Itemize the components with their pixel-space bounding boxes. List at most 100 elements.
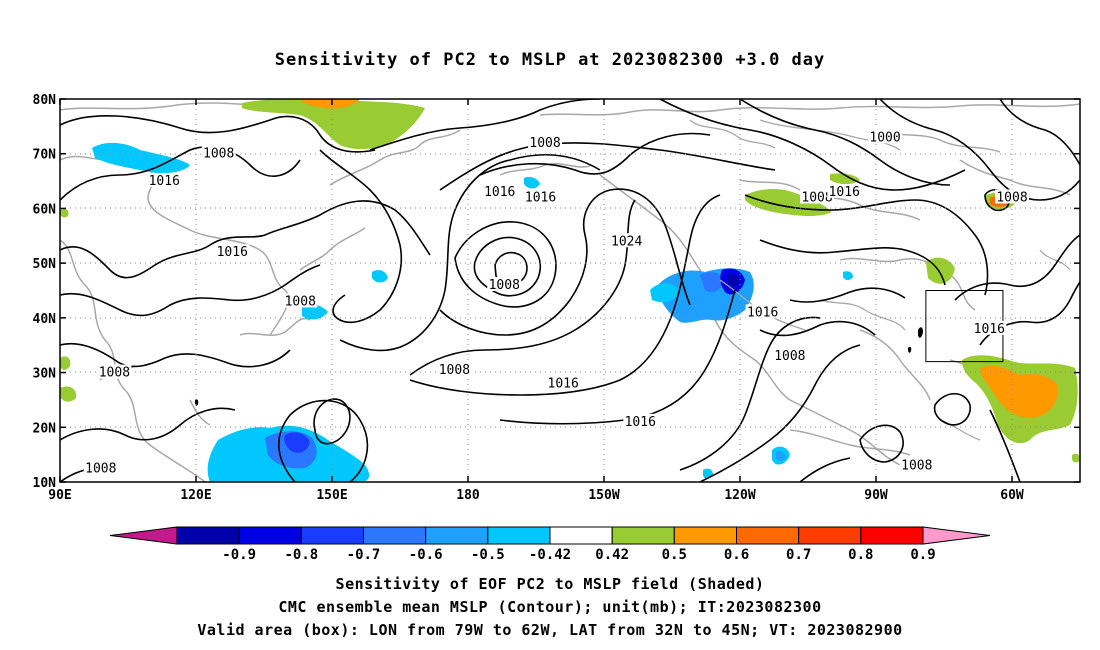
colorbar-segment (238, 526, 302, 545)
axis-ticks (59, 98, 1080, 483)
lon-label: 120E (180, 488, 211, 503)
lon-label: 60W (1000, 488, 1024, 503)
contour-label: 1016 (829, 185, 860, 200)
lon-label: 120W (724, 488, 755, 503)
lat-label: 20N (33, 421, 57, 436)
lat-label: 30N (33, 367, 57, 382)
colorbar-segment (549, 526, 613, 545)
colorbar-segment (300, 526, 365, 545)
contour-label-bg (487, 277, 522, 292)
contour-label: 1016 (625, 415, 656, 430)
contour-label-bg (215, 244, 250, 259)
colorbar-label: -0.7 (347, 547, 381, 563)
lon-label: 150W (588, 488, 619, 503)
contour-label-bg (609, 233, 644, 248)
contour-label-bg (528, 134, 563, 149)
contour-label-bg (827, 184, 862, 199)
lat-label: 70N (33, 148, 57, 163)
plot-title: Sensitivity of PC2 to MSLP at 2023082300… (274, 50, 826, 70)
colorbar-high-end (922, 526, 991, 545)
contour-label-bg (201, 145, 236, 160)
colorbar-segment (176, 526, 240, 545)
contour-label: 1008 (439, 363, 470, 378)
longitude-labels: 90E 120E 150E 180 150W 120W 90W 60W (48, 488, 1024, 503)
colorbar-segment (363, 526, 427, 545)
contour-labels: 1008101610161008101610081008100810161008… (83, 129, 1029, 476)
contour-label: 1008 (996, 190, 1027, 205)
lon-label: 150E (316, 488, 347, 503)
contour-label-bg (772, 348, 807, 363)
contour-label: 1008 (85, 461, 116, 476)
contour-label: 1000 (869, 130, 900, 145)
colorbar-segment (736, 526, 800, 545)
contour-label-bg (868, 129, 903, 144)
colorbar-label: 0.6 (724, 547, 749, 563)
contour-label: 1016 (548, 377, 579, 392)
contour-label: 1008 (801, 190, 832, 205)
lat-label: 50N (33, 257, 57, 272)
contour-label: 1016 (525, 190, 556, 205)
colorbar-segment (798, 526, 862, 545)
colorbar-label: 0.9 (910, 547, 935, 563)
sensitivity-shading (60, 99, 1080, 482)
colorbar-label: 0.7 (786, 547, 811, 563)
contour-label-bg (623, 413, 658, 428)
colorbar-segment (425, 526, 489, 545)
footer-line-3: Valid area (box): LON from 79W to 62W, L… (197, 621, 903, 639)
contour-label-bg (995, 189, 1029, 204)
contour-label-bg (97, 364, 132, 379)
colorbar-label: 0.5 (662, 547, 687, 563)
footer-line-1: Sensitivity of EOF PC2 to MSLP field (Sh… (335, 575, 765, 593)
colorbar-segment (673, 526, 737, 545)
map-background (60, 99, 1080, 482)
contour-label: 1008 (489, 278, 520, 293)
contour-label: 1008 (99, 366, 130, 381)
contour-label-bg (745, 304, 780, 319)
lon-label: 90W (864, 488, 888, 503)
contour-label-bg (899, 457, 934, 472)
lon-label: 90E (48, 488, 71, 503)
map-frame (59, 98, 1081, 483)
contour-label-bg (437, 361, 472, 376)
contour-label-bg (546, 375, 581, 390)
colorbar-label: -0.5 (471, 547, 505, 563)
contour-label: 1016 (217, 245, 248, 260)
colorbar-low-end (109, 526, 178, 545)
colorbar-labels: -0.9 -0.8 -0.7 -0.6 -0.5 -0.42 0.42 0.5 0.6 0.7 0.… (222, 547, 935, 563)
contour-label-bg (523, 189, 558, 204)
contour-label: 1008 (203, 147, 234, 162)
contour-label: 1016 (974, 322, 1005, 337)
colorbar-label: 0.8 (848, 547, 873, 563)
contour-label-bg (800, 189, 835, 204)
footer-line-2: CMC ensemble mean MSLP (Contour); unit(m… (278, 598, 822, 616)
colorbar-segment (860, 526, 924, 545)
colorbar-segment (487, 526, 551, 545)
lat-label: 80N (33, 93, 57, 108)
contour-label: 1008 (529, 136, 560, 151)
colorbar-label: -0.6 (409, 547, 443, 563)
lon-label: 180 (456, 488, 480, 503)
colorbar-label: -0.42 (529, 547, 571, 563)
latitude-labels: 80N 70N 60N 50N 40N 30N 20N 10N (33, 93, 57, 491)
contour-label: 1008 (774, 349, 805, 364)
contour-label: 1016 (149, 174, 180, 189)
contour-label: 1016 (484, 185, 515, 200)
contour-label-bg (283, 293, 318, 308)
contour-label: 1016 (747, 305, 778, 320)
contour-label: 1008 (285, 294, 316, 309)
colorbar-label: 0.42 (595, 547, 629, 563)
contour-label: 1008 (901, 459, 932, 474)
colorbar (109, 526, 991, 545)
lat-label: 60N (33, 202, 57, 217)
colorbar-label: -0.9 (222, 547, 256, 563)
colorbar-segment (611, 526, 675, 545)
colorbar-label: -0.8 (284, 547, 318, 563)
contour-label-bg (482, 184, 517, 199)
contour-label-bg (972, 320, 1007, 335)
lat-label: 40N (33, 312, 57, 327)
contour-label-bg (83, 460, 118, 475)
contour-label: 1024 (611, 234, 642, 249)
lat-label: 10N (33, 476, 57, 491)
contour-label-bg (147, 173, 182, 188)
